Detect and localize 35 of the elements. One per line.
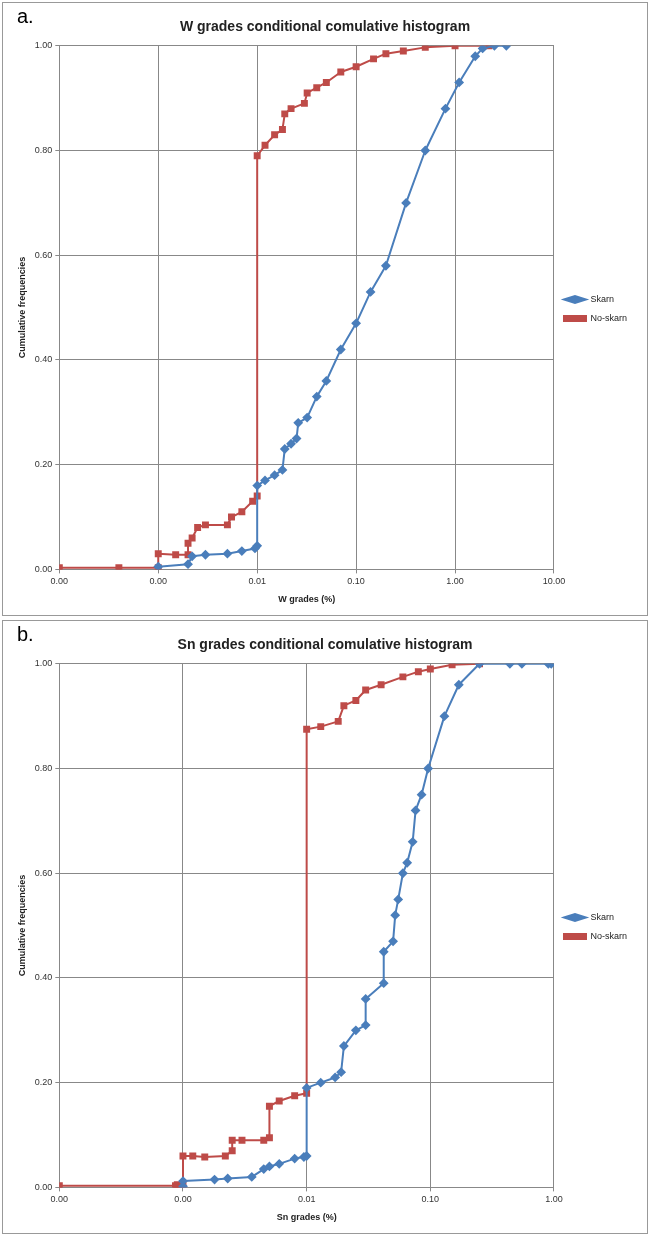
- x-tick-label: 0.01: [248, 576, 266, 587]
- x-tick-label: 10.00: [542, 576, 566, 587]
- x-tick-label: 0.10: [347, 576, 365, 587]
- y-tick-label: 0.80: [34, 763, 53, 773]
- x-tick-label: 1.00: [545, 1194, 563, 1205]
- y-tick-label: 0.00: [34, 563, 53, 574]
- x-tick-label: 0.00: [149, 576, 168, 587]
- y-tick-label: 1.00: [34, 40, 53, 51]
- y-tick-label: 0.80: [34, 145, 53, 155]
- y-tick-label: 0.40: [34, 972, 53, 983]
- legend-label: No-skarn: [590, 312, 628, 323]
- x-axis-title: Sn grades (%): [276, 1212, 337, 1223]
- x-axis-title: W grades (%): [278, 594, 336, 605]
- y-tick-label: 0.60: [34, 867, 53, 878]
- x-tick-label: 0.01: [297, 1194, 316, 1205]
- y-axis-title: Cumulative frequencies: [16, 874, 27, 977]
- x-tick-label: 0.00: [50, 1194, 69, 1205]
- y-tick-label: 0.40: [34, 354, 53, 365]
- chart-title: W grades conditional comulative histogram: [179, 18, 471, 35]
- chart-title: Sn grades conditional comulative histogram: [177, 636, 473, 653]
- x-tick-label: 1.00: [446, 576, 464, 587]
- y-tick-label: 0.00: [34, 1181, 53, 1192]
- y-tick-label: 0.20: [34, 1077, 53, 1088]
- x-tick-label: 0.10: [421, 1194, 440, 1205]
- legend-label: Skarn: [590, 293, 615, 304]
- text: b.: [17, 622, 34, 645]
- x-tick-label: 0.00: [174, 1194, 192, 1205]
- legend-label: Skarn: [590, 911, 615, 922]
- legend-label: No-skarn: [590, 930, 628, 941]
- y-tick-label: 0.60: [34, 249, 53, 260]
- text: a.: [17, 4, 34, 27]
- y-tick-label: 0.20: [34, 459, 53, 470]
- y-axis-title: Cumulative frequencies: [16, 256, 27, 359]
- y-tick-label: 1.00: [34, 658, 53, 669]
- x-tick-label: 0.00: [50, 576, 69, 587]
